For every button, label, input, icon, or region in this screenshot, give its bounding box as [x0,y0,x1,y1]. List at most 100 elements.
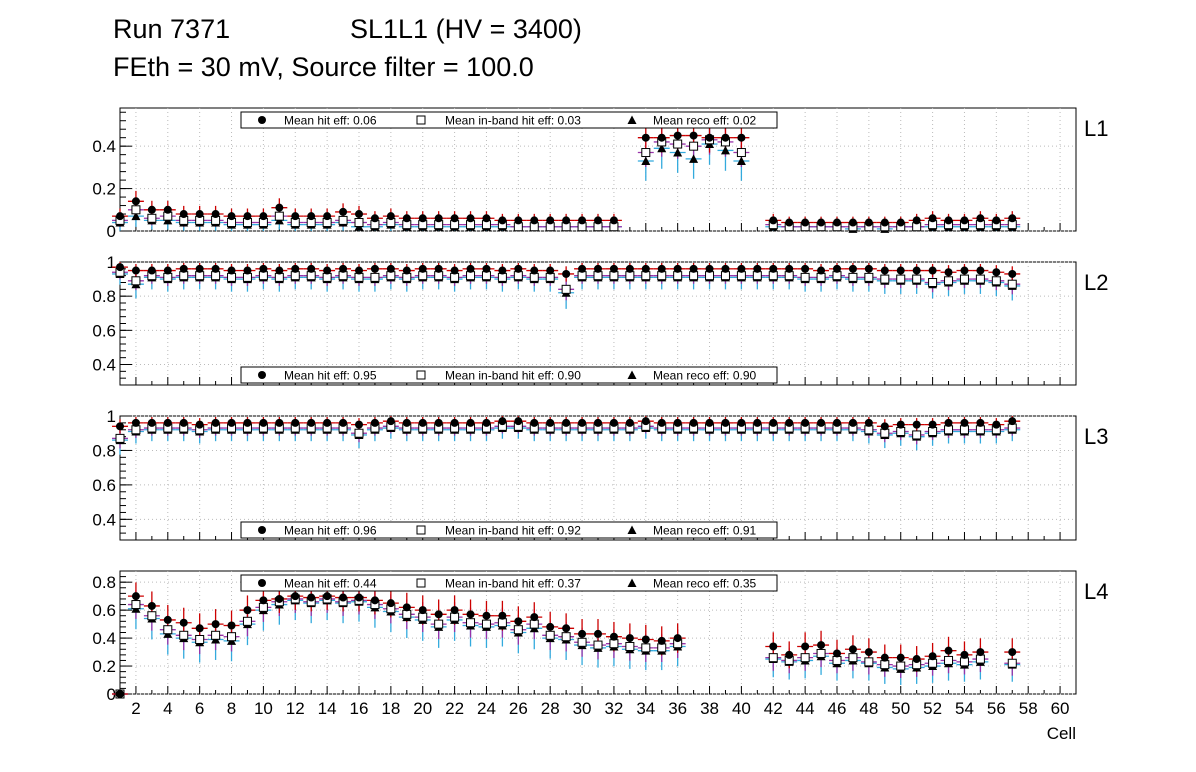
x-tick-label: 22 [445,699,464,718]
hit-point [323,266,332,275]
inband-point [816,272,826,282]
inband-point [880,274,890,284]
hit-point [386,264,395,273]
hit-point [833,649,841,658]
hit-point [657,636,666,645]
legend-hit-marker [258,116,266,124]
inband-point [131,425,141,435]
hit-point [434,418,443,427]
hit-point [562,269,571,278]
hit-point [386,212,395,221]
hit-point [928,266,937,275]
inband-point [593,640,603,650]
hit-point [530,216,539,225]
x-tick-label: 28 [541,699,560,718]
legend-hit-marker [258,526,266,534]
hit-point [355,420,363,429]
panel-label: L4 [1084,579,1108,604]
inband-point [274,211,284,221]
hit-point [530,418,539,427]
hit-point [578,629,587,638]
x-tick-label: 8 [227,699,236,718]
inband-point [928,658,938,668]
inband-point [434,271,444,281]
legend-hit-label: Mean hit eff: 0.95 [284,369,377,383]
hit-point [976,418,985,427]
hit-point [179,210,188,219]
inband-point [577,271,587,281]
inband-point [800,272,810,282]
inband-point [418,612,428,622]
hit-point [498,266,507,275]
inband-point [768,271,778,281]
hit-point [275,418,284,427]
panel-label: L2 [1084,270,1108,295]
hit-point [801,418,810,427]
inband-point [131,205,141,215]
inband-point [577,637,587,647]
superlayer-label: SL1L1 (HV = 3400) [350,14,582,44]
hit-point [673,131,682,140]
panel-l1: 0 0.2 0.4 L1 Mean hit eff: 0.06 Mean in-band … [92,107,1108,241]
hit-point [434,264,443,273]
hit-point [291,418,300,427]
hit-point [514,417,523,426]
inband-point [896,274,906,284]
hit-point [339,418,348,427]
hit-point [386,599,395,608]
y-tick-label: 0.2 [92,657,116,676]
hit-point [116,422,124,431]
hit-point [498,417,507,426]
inband-point [497,618,507,628]
inband-point [768,653,778,663]
x-tick-label: 58 [1019,699,1038,718]
hit-point [546,216,555,225]
inband-point [322,272,332,282]
inband-point [274,272,284,282]
inband-point [975,425,985,435]
hit-point [594,418,602,427]
hit-point [530,613,539,622]
legend: Mean hit eff: 0.06 Mean in-band hit eff: … [240,111,778,129]
hit-point [769,642,778,651]
hit-point [673,418,682,427]
inband-point [928,278,938,287]
hit-point [801,218,810,227]
x-tick-label: 2 [131,699,140,718]
hit-point [976,648,985,657]
inband-point [481,271,491,281]
hit-point [259,418,268,427]
legend: Mean hit eff: 0.95 Mean in-band hit eff: … [240,366,778,384]
hit-point [339,593,348,602]
inband-point [816,648,826,658]
inband-point [959,274,969,284]
inband-point [848,272,858,282]
hit-point [323,418,332,427]
inband-point [944,655,954,665]
hit-point [609,418,618,427]
reco-point [673,148,683,157]
hit-point [594,264,602,273]
hit-point [912,266,921,275]
x-tick-label: 38 [700,699,719,718]
reco-point [657,143,667,153]
hit-point [147,418,156,427]
inband-point [163,272,173,282]
legend-reco-label: Mean reco eff: 0.02 [653,114,757,128]
inband-point [115,433,125,443]
inband-point [1007,423,1017,433]
reco-point [736,156,746,166]
y-tick-label: 0.2 [92,180,116,199]
y-tick-label: 0 [107,222,116,241]
x-tick-label: 52 [923,699,942,718]
hit-point [864,648,873,657]
hit-point [928,214,937,223]
hit-point [163,266,172,275]
inband-point [928,427,938,436]
hit-point [163,615,172,624]
legend-reco-label: Mean reco eff: 0.91 [653,524,757,538]
inband-point [1007,658,1017,668]
hit-point [689,131,698,140]
hit-point [673,264,682,273]
legend-reco-label: Mean reco eff: 0.35 [653,577,757,591]
